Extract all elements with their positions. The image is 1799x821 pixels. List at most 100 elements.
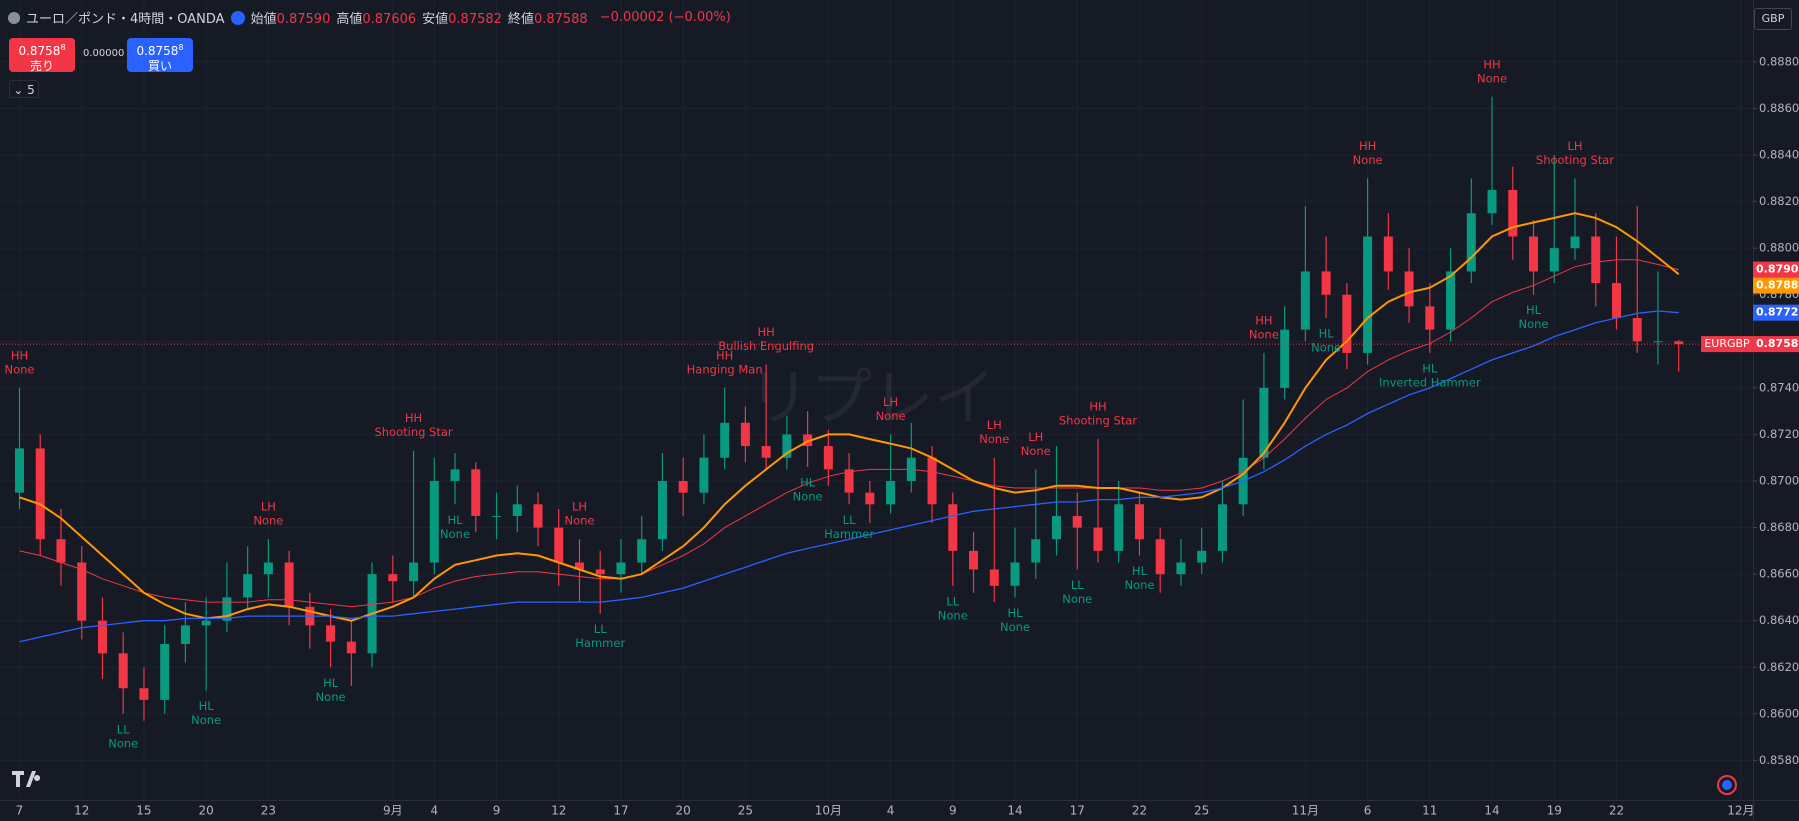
pattern-label: None: [4, 362, 34, 376]
buy-label: 買い: [147, 59, 172, 73]
candle-body: [1611, 283, 1621, 319]
candle-body: [222, 597, 232, 621]
price-tag: [1753, 277, 1799, 294]
pattern-label: None: [1519, 317, 1549, 331]
candle-body: [989, 569, 999, 586]
tv-logo: [12, 771, 41, 787]
candle-body: [678, 481, 688, 493]
pattern-label: Shooting Star: [374, 425, 452, 439]
x-tick-label: 12月: [1727, 804, 1754, 818]
settings-icon[interactable]: [1717, 775, 1737, 795]
symbol-title[interactable]: ユーロ／ポンド・4時間・OANDA: [26, 12, 225, 27]
pivot-label: HH: [405, 411, 422, 425]
candle-body: [160, 643, 170, 700]
replay-icon[interactable]: [230, 10, 245, 25]
candle-body: [201, 620, 211, 626]
pattern-label: None: [1249, 327, 1279, 341]
candle-body: [77, 562, 87, 621]
candle-body: [886, 481, 896, 505]
pattern-label: Hammer: [824, 527, 874, 541]
candle-body: [1072, 515, 1082, 528]
x-tick-label: 11月: [1292, 804, 1319, 818]
candle-body: [1591, 236, 1601, 284]
pivot-label: HL: [1526, 303, 1542, 317]
pivot-label: LH: [883, 395, 898, 409]
moving-average: [19, 212, 1680, 622]
x-tick-label: 6: [1364, 804, 1372, 818]
candle-body: [865, 492, 875, 505]
candle-body: [740, 422, 750, 447]
candles: [15, 96, 1684, 721]
x-tick-label: 17: [1070, 804, 1085, 818]
x-tick-label: 12: [551, 804, 566, 818]
pattern-label: None: [108, 736, 138, 750]
ohlc-label: 終値: [507, 12, 534, 27]
pivot-label: HL: [1007, 606, 1023, 620]
candle-body: [388, 574, 398, 582]
pivot-label: LH: [572, 500, 587, 514]
candle-body: [1093, 527, 1103, 551]
candle-body: [574, 562, 584, 570]
spread: 0.00000: [83, 48, 125, 59]
candle-body: [1383, 236, 1393, 272]
grid: [0, 0, 1753, 800]
moving-average: [19, 310, 1679, 643]
symbol-icon: [8, 11, 20, 24]
pattern-label: None: [1311, 341, 1341, 355]
buy-price: 0.8758: [136, 44, 179, 58]
pivot-label: HL: [1422, 361, 1438, 375]
currency[interactable]: GBP: [1754, 8, 1792, 30]
candle-body: [1549, 248, 1559, 272]
watermark: リプレイ: [748, 361, 996, 434]
candle-body: [782, 434, 792, 458]
candle-body: [1487, 189, 1497, 214]
candle-body: [1425, 306, 1435, 330]
candle-body: [1217, 504, 1227, 551]
pattern-label: Hanging Man: [687, 362, 763, 376]
pattern-label: Shooting Star: [1536, 153, 1614, 167]
x-tick-label: 17: [613, 804, 628, 818]
x-tick-label: 15: [136, 804, 151, 818]
change: −0.00002 (−0.00%): [599, 10, 731, 25]
x-tick-label: 20: [199, 804, 214, 818]
buy-pip: 8: [178, 43, 184, 52]
candle-body: [512, 504, 522, 516]
pivot-label: HH: [1483, 57, 1500, 71]
pattern-label: Hammer: [575, 636, 625, 650]
x-tick-label: 12: [74, 804, 89, 818]
sell-pip: 8: [60, 43, 66, 52]
x-tick-label: 7: [16, 804, 24, 818]
candle-body: [637, 539, 647, 563]
candle-body: [844, 469, 854, 493]
sell-button[interactable]: 0.87588 売り: [9, 38, 75, 73]
y-tick-label: 0.88800: [1759, 54, 1799, 68]
candle-body: [1674, 341, 1684, 345]
pivot-label: HL: [448, 513, 464, 527]
indicators-toggle[interactable]: ⌄ 5: [9, 80, 39, 98]
pivot-label: LL: [594, 622, 607, 636]
candle-body: [1300, 271, 1310, 330]
pattern-label: None: [1477, 71, 1507, 85]
x-tick-label: 9: [949, 804, 957, 818]
x-tick-label: 4: [430, 804, 438, 818]
pattern-label: None: [1021, 444, 1051, 458]
pivot-label: HH: [1089, 400, 1106, 414]
candle-body: [139, 688, 149, 700]
candle-body: [1031, 539, 1041, 563]
buy-button[interactable]: 0.87588 買い: [127, 38, 193, 73]
pivot-label: LL: [117, 722, 130, 736]
candle-body: [657, 481, 667, 540]
sell-price: 0.8758: [18, 44, 61, 58]
candle-body: [803, 434, 813, 447]
candle-body: [15, 448, 24, 493]
pattern-label: None: [793, 490, 823, 504]
candle-body: [1010, 562, 1020, 586]
candle-body: [1570, 236, 1580, 249]
candle-body: [492, 515, 502, 517]
pattern-label: None: [1353, 153, 1383, 167]
